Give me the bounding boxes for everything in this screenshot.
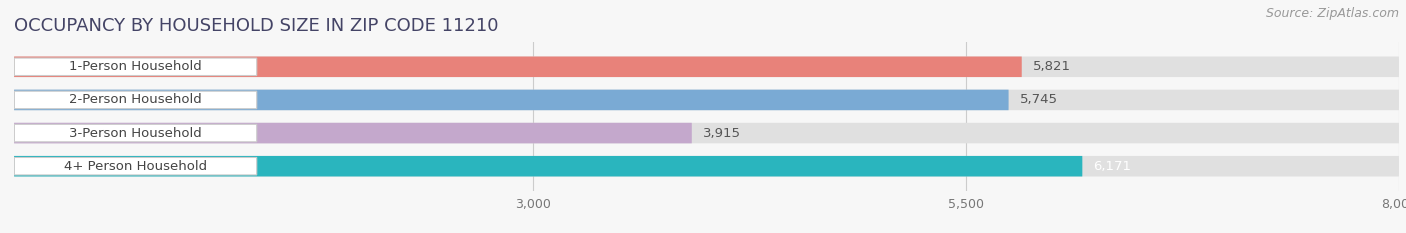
FancyBboxPatch shape bbox=[14, 58, 257, 75]
FancyBboxPatch shape bbox=[14, 90, 1399, 110]
FancyBboxPatch shape bbox=[14, 57, 1399, 77]
FancyBboxPatch shape bbox=[14, 156, 1399, 176]
Text: 5,821: 5,821 bbox=[1033, 60, 1071, 73]
Text: 4+ Person Household: 4+ Person Household bbox=[65, 160, 207, 173]
Text: 1-Person Household: 1-Person Household bbox=[69, 60, 202, 73]
Text: 2-Person Household: 2-Person Household bbox=[69, 93, 202, 106]
FancyBboxPatch shape bbox=[14, 90, 1008, 110]
Text: 5,745: 5,745 bbox=[1019, 93, 1057, 106]
Text: Source: ZipAtlas.com: Source: ZipAtlas.com bbox=[1265, 7, 1399, 20]
Text: 6,171: 6,171 bbox=[1094, 160, 1132, 173]
Text: OCCUPANCY BY HOUSEHOLD SIZE IN ZIP CODE 11210: OCCUPANCY BY HOUSEHOLD SIZE IN ZIP CODE … bbox=[14, 17, 499, 35]
FancyBboxPatch shape bbox=[14, 91, 257, 109]
FancyBboxPatch shape bbox=[14, 156, 1083, 176]
FancyBboxPatch shape bbox=[14, 158, 257, 175]
FancyBboxPatch shape bbox=[14, 123, 692, 143]
FancyBboxPatch shape bbox=[14, 57, 1022, 77]
FancyBboxPatch shape bbox=[14, 124, 257, 142]
Text: 3-Person Household: 3-Person Household bbox=[69, 127, 202, 140]
Text: 3,915: 3,915 bbox=[703, 127, 741, 140]
FancyBboxPatch shape bbox=[14, 123, 1399, 143]
